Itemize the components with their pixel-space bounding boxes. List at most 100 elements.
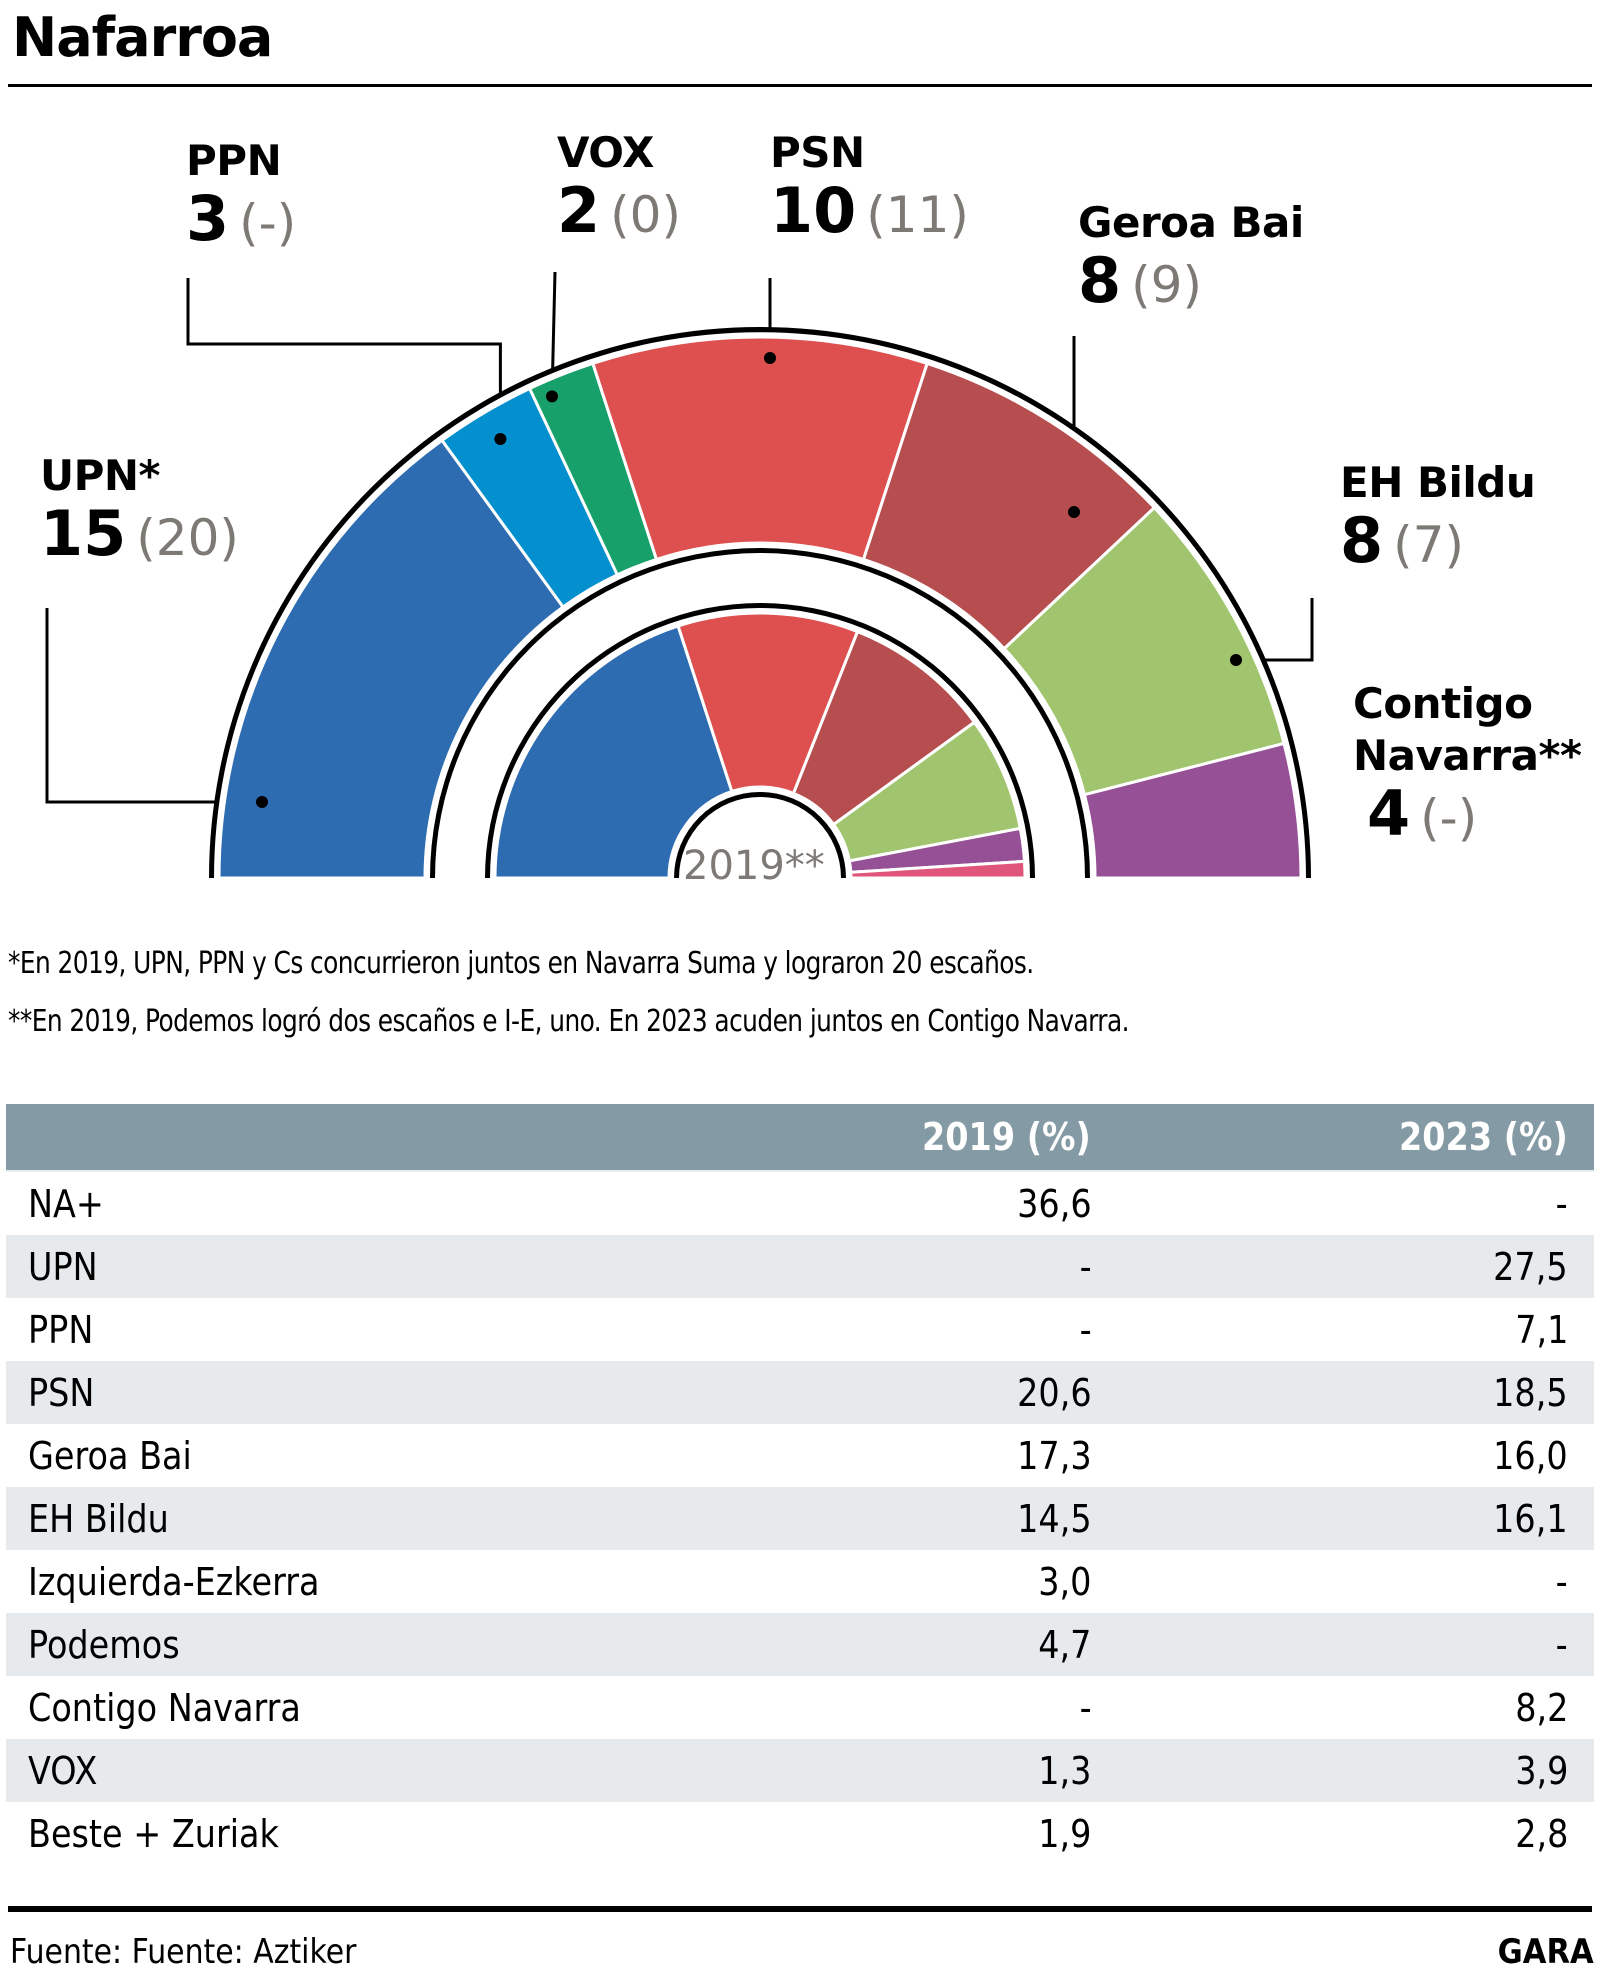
value-2023-cell: 8,2	[1514, 1685, 1568, 1730]
label-ppn-seats: 3	[186, 182, 230, 255]
label-geroa-bai-name: Geroa Bai	[1078, 198, 1304, 247]
value-2019-cell: 4,7	[821, 1613, 1092, 1676]
party-cell: Podemos	[6, 1613, 822, 1676]
label-vox: VOX 2 (0)	[557, 132, 681, 242]
footnote-1: *En 2019, UPN, PPN y Cs concurrieron jun…	[8, 946, 1034, 981]
table-bottom-divider	[8, 1906, 1592, 1912]
table-row: Geroa Bai 17,3 16,0	[6, 1424, 1594, 1487]
table-row: Podemos 4,7-	[6, 1613, 1594, 1676]
value-2023-cell: -	[1555, 1559, 1568, 1604]
label-contigo-prev: (-)	[1420, 789, 1478, 847]
label-ppn-name: PPN	[186, 136, 282, 185]
value-2023-cell: 7,1	[1514, 1307, 1568, 1352]
footnote-2: **En 2019, Podemos logró dos escaños e I…	[8, 1004, 1130, 1039]
table-row: Beste + Zuriak 1,9 2,8	[6, 1802, 1594, 1865]
table-header-row: 2019 (%) 2023 (%)	[6, 1104, 1594, 1172]
label-eh-bildu-prev: (7)	[1393, 516, 1464, 574]
party-cell: Geroa Bai	[28, 1433, 192, 1478]
source-credit: Fuente: Fuente: Aztiker	[10, 1932, 357, 1972]
seats-2019-segment-geroa-bai	[791, 629, 977, 827]
label-eh-bildu: EH Bildu 8 (7)	[1340, 458, 1536, 574]
leader-dot-upn	[256, 796, 268, 808]
label-contigo-seats: 4	[1367, 777, 1411, 850]
table-header-2019: 2019 (%)	[821, 1104, 1092, 1172]
party-cell: EH Bildu	[6, 1487, 822, 1550]
label-eh-bildu-name: EH Bildu	[1340, 458, 1536, 507]
table-row: PSN 20,6 18,5	[6, 1361, 1594, 1424]
label-vox-prev: (0)	[610, 186, 681, 244]
footnotes: *En 2019, UPN, PPN y Cs concurrieron jun…	[8, 935, 1226, 1051]
label-psn-name: PSN	[770, 128, 865, 177]
seats-2019-segment-na-	[493, 624, 734, 880]
label-upn-prev: (20)	[136, 509, 239, 567]
seats-2023-segment-contigo-navarra	[1082, 741, 1303, 880]
value-2023-cell: 2,8	[1514, 1811, 1568, 1856]
value-2019-cell: 1,9	[1038, 1811, 1092, 1856]
table-row: Contigo Navarra - 8,2	[6, 1676, 1594, 1739]
label-ppn-prev: (-)	[239, 194, 297, 252]
value-2019-cell: 36,6	[1016, 1181, 1092, 1226]
value-2019-cell: 3,0	[1038, 1559, 1092, 1604]
leader-dot-ppn	[494, 433, 507, 446]
label-contigo-name-line1: Contigo	[1353, 679, 1533, 728]
value-2023-cell: 3,9	[1091, 1739, 1594, 1802]
value-2019-cell: 20,6	[821, 1361, 1092, 1424]
value-2019-cell: -	[1079, 1685, 1092, 1730]
table-row: EH Bildu 14,5 16,1	[6, 1487, 1594, 1550]
label-eh-bildu-seats: 8	[1340, 504, 1384, 577]
table-row: PPN - 7,1	[6, 1298, 1594, 1361]
ring-2019-label: 2019**	[683, 843, 825, 889]
leader-dot-psn	[764, 352, 776, 364]
table-header-2023: 2023 (%)	[1091, 1104, 1594, 1172]
party-cell: Beste + Zuriak	[28, 1811, 279, 1856]
party-cell: Contigo Navarra	[28, 1685, 301, 1730]
value-2019-cell: 14,5	[821, 1487, 1092, 1550]
ring-2019	[485, 603, 1035, 880]
party-cell: PSN	[6, 1361, 822, 1424]
seats-2023-segment-upn	[217, 438, 566, 880]
label-vox-seats: 2	[557, 174, 601, 247]
seats-2019-segment-i-e	[849, 859, 1027, 880]
label-psn-seats: 10	[770, 174, 857, 247]
leader-line-ppn	[186, 278, 502, 440]
value-2023-cell: 16,1	[1091, 1487, 1594, 1550]
label-psn-prev: (11)	[866, 186, 969, 244]
party-cell: Izquierda-Ezkerra	[28, 1559, 320, 1604]
value-2023-cell: 27,5	[1091, 1235, 1594, 1298]
results-table: 2019 (%) 2023 (%) NA+ 36,6- UPN -27,5 PPN -7,…	[6, 1104, 1594, 1865]
table-row: VOX 1,3 3,9	[6, 1739, 1594, 1802]
party-cell: NA+	[28, 1181, 104, 1226]
label-geroa-bai: Geroa Bai 8 (9)	[1078, 202, 1304, 312]
brand-logo: GARA	[1497, 1932, 1594, 1972]
label-contigo-navarra: Contigo Navarra** 4 (-)	[1353, 679, 1582, 847]
table-row: NA+ 36,6 -	[6, 1171, 1594, 1235]
label-upn: UPN* 15 (20)	[40, 455, 239, 565]
value-2023-cell: 18,5	[1091, 1361, 1594, 1424]
leader-dot-geroa-bai	[1068, 506, 1080, 518]
label-psn: PSN 10 (11)	[770, 132, 969, 242]
value-2019-cell: -	[1079, 1307, 1092, 1352]
page-title: Nafarroa	[12, 6, 273, 69]
label-geroa-bai-prev: (9)	[1131, 256, 1202, 314]
label-upn-seats: 15	[40, 497, 127, 570]
leader-dots	[256, 352, 1242, 808]
party-cell: UPN	[6, 1235, 822, 1298]
label-vox-name: VOX	[557, 128, 654, 177]
label-geroa-bai-seats: 8	[1078, 244, 1122, 317]
parliament-chart	[45, 271, 1314, 880]
value-2019-cell: 1,3	[821, 1739, 1092, 1802]
table-row: Izquierda-Ezkerra 3,0 -	[6, 1550, 1594, 1613]
label-upn-name: UPN*	[40, 451, 161, 500]
party-cell: VOX	[6, 1739, 822, 1802]
label-ppn: PPN 3 (-)	[186, 140, 296, 250]
label-contigo-name-line2: Navarra**	[1353, 731, 1582, 780]
value-2019-cell: -	[821, 1235, 1092, 1298]
leader-line-upn	[45, 608, 262, 804]
leader-dot-eh-bildu	[1230, 654, 1242, 666]
table-row: UPN -27,5	[6, 1235, 1594, 1298]
value-2019-cell: 17,3	[1016, 1433, 1092, 1478]
seats-2019-segment-psn	[676, 611, 860, 796]
table-header-party	[6, 1104, 822, 1172]
value-2023-cell: -	[1555, 1181, 1568, 1226]
party-cell: PPN	[28, 1307, 94, 1352]
